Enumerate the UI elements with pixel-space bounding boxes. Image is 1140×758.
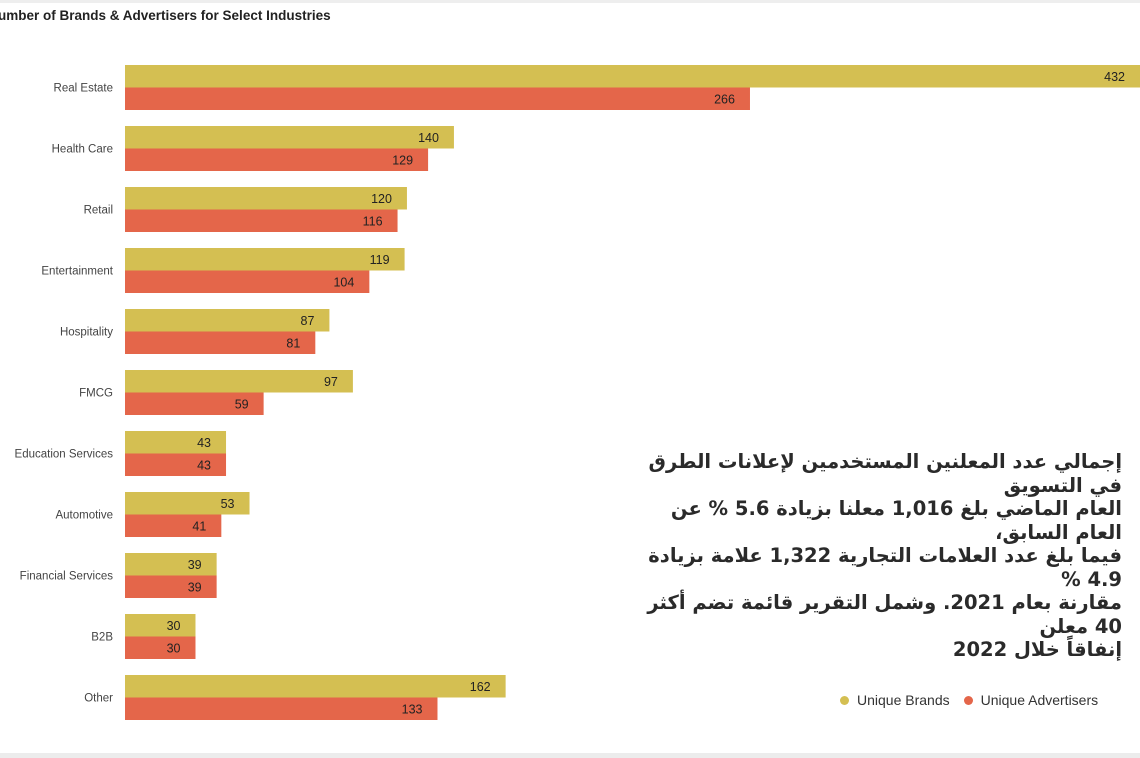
bottom-border <box>0 753 1140 758</box>
note-line: مقارنة بعام 2021. وشمل التقرير قائمة تضم… <box>647 591 1122 638</box>
category-label: FMCG <box>79 388 113 400</box>
data-label: 129 <box>392 153 413 167</box>
data-label: 266 <box>714 92 735 106</box>
bar <box>125 553 217 576</box>
data-label: 116 <box>363 214 383 228</box>
category-label: Education Services <box>15 449 114 461</box>
category-label: Health Care <box>52 144 113 156</box>
bar <box>125 187 407 210</box>
data-label: 53 <box>221 497 235 511</box>
data-label: 120 <box>371 192 392 206</box>
category-label: Retail <box>84 205 113 217</box>
legend-label: Unique Brands <box>857 692 950 708</box>
category-label: Automotive <box>55 510 113 522</box>
data-label: 97 <box>324 375 338 389</box>
note-line: العام الماضي بلغ 1,016 معلنا بزيادة 5.6 … <box>670 497 1122 544</box>
data-label: 162 <box>470 680 491 694</box>
bar <box>125 575 217 598</box>
data-label: 104 <box>333 275 354 289</box>
data-label: 81 <box>286 336 300 350</box>
category-label: Hospitality <box>60 327 113 339</box>
legend-dot-icon <box>840 695 849 705</box>
legend: Unique Brands Unique Advertisers <box>840 692 1098 708</box>
data-label: 119 <box>370 253 390 267</box>
category-label: Financial Services <box>20 571 114 583</box>
note-line: إجمالي عدد المعلنين المستخدمين لإعلانات … <box>648 450 1122 497</box>
top-border <box>0 0 1140 3</box>
data-label: 39 <box>188 558 202 572</box>
data-label: 133 <box>402 702 423 716</box>
data-label: 43 <box>197 458 211 472</box>
legend-item-advertisers: Unique Advertisers <box>963 692 1099 708</box>
arabic-note: إجمالي عدد المعلنين المستخدمين لإعلانات … <box>622 450 1122 662</box>
bar <box>125 675 506 698</box>
data-label: 41 <box>192 519 206 533</box>
chart-title: umber of Brands & Advertisers for Select… <box>0 8 331 23</box>
legend-item-brands: Unique Brands <box>840 692 950 708</box>
data-label: 30 <box>167 641 181 655</box>
bar <box>125 453 227 476</box>
bar <box>125 614 196 637</box>
category-label: Other <box>84 693 113 705</box>
bar <box>125 331 316 354</box>
data-label: 59 <box>235 397 249 411</box>
bar <box>125 370 353 393</box>
bar <box>125 636 196 659</box>
bar <box>125 514 222 537</box>
bar <box>125 270 370 293</box>
category-label: Real Estate <box>54 83 113 95</box>
bar <box>125 431 227 454</box>
legend-dot-icon <box>963 695 973 705</box>
bar <box>125 309 330 332</box>
bar <box>125 492 250 515</box>
bar <box>125 87 750 110</box>
bar <box>125 65 1140 88</box>
bar <box>125 209 398 232</box>
note-line: إنفاقاً خلال 2022 <box>952 638 1122 661</box>
data-label: 87 <box>301 314 315 328</box>
data-label: 43 <box>197 436 211 450</box>
bar <box>125 148 429 171</box>
bar <box>125 392 264 415</box>
data-label: 30 <box>167 619 181 633</box>
data-label: 432 <box>1104 70 1125 84</box>
data-label: 140 <box>418 131 439 145</box>
bar <box>125 697 438 720</box>
note-line: فيما بلغ عدد العلامات التجارية 1,322 علا… <box>648 544 1122 591</box>
category-label: Entertainment <box>41 266 113 278</box>
legend-label: Unique Advertisers <box>980 692 1099 708</box>
data-label: 39 <box>188 580 202 594</box>
category-label: B2B <box>91 632 113 644</box>
bar <box>125 126 454 149</box>
bar <box>125 248 405 271</box>
